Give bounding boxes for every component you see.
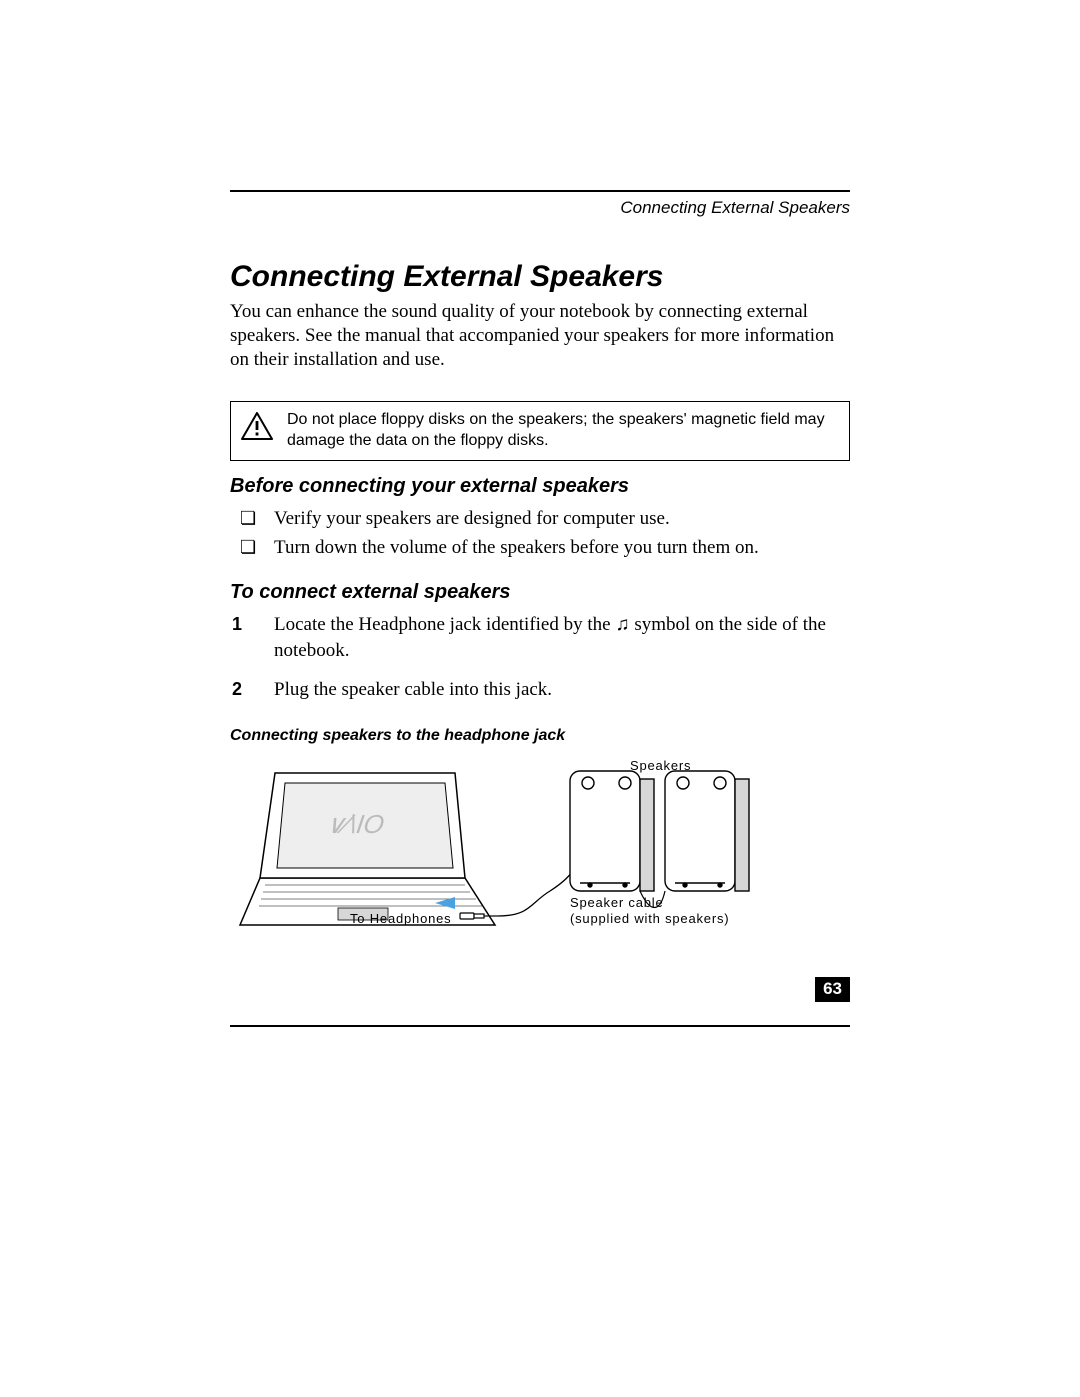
intro-paragraph: You can enhance the sound quality of you… — [230, 300, 850, 371]
step-number: 1 — [232, 612, 242, 636]
warning-icon — [241, 412, 273, 440]
diagram-svg: ∨⁄\IO — [230, 753, 850, 953]
list-item: 2 Plug the speaker cable into this jack. — [230, 677, 850, 703]
page-number-wrap: 63 — [815, 1002, 850, 1027]
figure-label-cable: Speaker cable — [570, 895, 664, 910]
before-list: Verify your speakers are designed for co… — [230, 506, 850, 561]
connect-heading: To connect external speakers — [230, 581, 850, 604]
footer-rule — [230, 1025, 850, 1027]
before-heading: Before connecting your external speakers — [230, 475, 850, 498]
page: Connecting External Speakers Connecting … — [0, 0, 1080, 1397]
connect-steps: 1 Locate the Headphone jack identified b… — [230, 612, 850, 703]
laptop-icon: ∨⁄\IO — [240, 773, 495, 925]
figure-label-cable-sub: (supplied with speakers) — [570, 911, 729, 926]
speaker-icon — [570, 771, 749, 891]
step-text-pre: Locate the Headphone jack identified by … — [274, 614, 615, 635]
jack-plug-icon — [460, 913, 498, 919]
warning-text: Do not place floppy disks on the speaker… — [287, 410, 839, 452]
figure-label-speakers: Speakers — [630, 758, 691, 773]
svg-text:∨⁄\IO: ∨⁄\IO — [324, 809, 386, 839]
figure-caption: Connecting speakers to the headphone jac… — [230, 727, 850, 745]
warning-box: Do not place floppy disks on the speaker… — [230, 401, 850, 461]
cable-icon — [498, 843, 580, 916]
step-text: Plug the speaker cable into this jack. — [274, 679, 552, 700]
page-number: 63 — [815, 977, 850, 1002]
header-rule — [230, 190, 850, 192]
list-item: Turn down the volume of the speakers bef… — [230, 535, 850, 561]
list-item: Verify your speakers are designed for co… — [230, 506, 850, 532]
running-head: Connecting External Speakers — [230, 198, 850, 218]
figure-label-headphones: To Headphones — [350, 911, 451, 926]
page-title: Connecting External Speakers — [230, 260, 850, 294]
list-item: 1 Locate the Headphone jack identified b… — [230, 612, 850, 663]
figure: ∨⁄\IO — [230, 753, 850, 953]
headphone-icon: ♫ — [615, 614, 629, 635]
step-number: 2 — [232, 677, 242, 701]
